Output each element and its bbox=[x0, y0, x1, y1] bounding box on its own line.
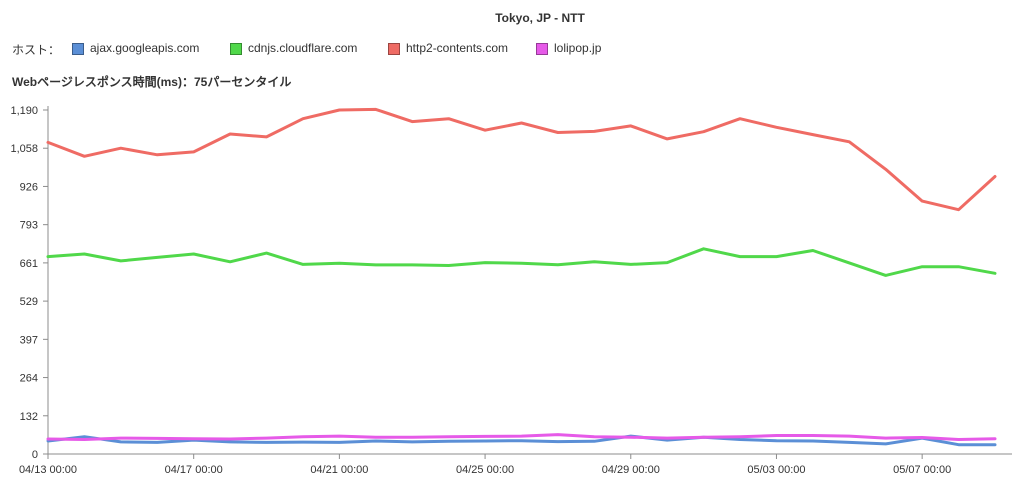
x-tick-label: 04/17 00:00 bbox=[165, 464, 223, 476]
series-line-ajax-googleapis-com bbox=[46, 434, 997, 447]
y-tick-label: 661 bbox=[20, 258, 38, 270]
y-tick-label: 926 bbox=[20, 181, 38, 193]
axes-layer: 0 132 264 397 529 661 793 926 1,058 1,190 04/13 00… bbox=[10, 105, 1012, 476]
y-axis-title: Webページレスポンス時間(ms)：75パーセンタイル bbox=[12, 75, 292, 89]
legend-text-lolipop: lolipop.jp bbox=[554, 41, 602, 55]
y-tick-label: 264 bbox=[20, 373, 38, 385]
y-tick-label: 793 bbox=[20, 220, 38, 232]
legend-text-ajax: ajax.googleapis.com bbox=[90, 41, 200, 55]
legend-label: ホスト： bbox=[12, 43, 61, 57]
chart-title: Tokyo, JP - NTT bbox=[495, 11, 585, 25]
series-layer bbox=[46, 107, 997, 447]
y-tick-label: 397 bbox=[20, 334, 38, 346]
legend-text-http2: http2-contents.com bbox=[406, 41, 509, 55]
x-tick-label: 05/07 00:00 bbox=[893, 464, 951, 476]
x-tick-label: 04/21 00:00 bbox=[310, 464, 368, 476]
legend-swatch-lolipop bbox=[536, 43, 548, 55]
series-line-cdnjs-cloudflare-com bbox=[46, 247, 997, 277]
x-tick-label: 04/13 00:00 bbox=[19, 464, 77, 476]
y-tick-label: 1,190 bbox=[10, 105, 38, 117]
legend-swatch-ajax bbox=[72, 43, 84, 55]
legend-swatch-http2 bbox=[388, 43, 400, 55]
x-tick-label: 04/25 00:00 bbox=[456, 464, 514, 476]
y-tick-label: 132 bbox=[20, 411, 38, 423]
x-tick-label: 04/29 00:00 bbox=[602, 464, 660, 476]
y-tick-label: 529 bbox=[20, 296, 38, 308]
y-tick-label: 1,058 bbox=[10, 143, 38, 155]
y-tick-label: 0 bbox=[32, 449, 38, 461]
legend-swatch-cdnjs bbox=[230, 43, 242, 55]
series-line-lolipop-jp bbox=[46, 433, 997, 441]
series-line-http2-contents-com bbox=[46, 107, 997, 212]
x-tick-label: 05/03 00:00 bbox=[747, 464, 805, 476]
legend-text-cdnjs: cdnjs.cloudflare.com bbox=[248, 41, 358, 55]
